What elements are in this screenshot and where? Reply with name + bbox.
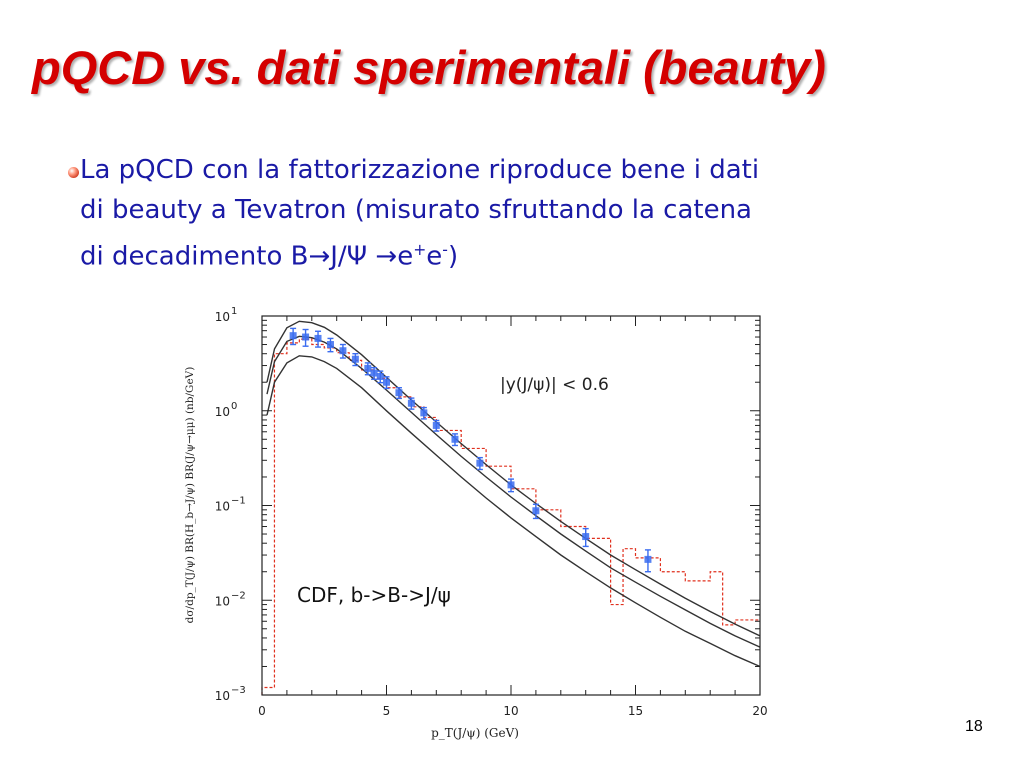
page-number: 18 (965, 718, 983, 735)
data-point (364, 362, 372, 376)
data-marker (326, 341, 334, 349)
data-marker (432, 421, 440, 429)
electron-symbol: e (397, 241, 414, 272)
theory-curve-1 (266, 320, 761, 637)
data-marker (420, 409, 428, 417)
x-tick-label: 5 (383, 704, 391, 718)
data-marker (582, 533, 590, 541)
data-point (376, 370, 384, 384)
x-axis-label: p_T(J/ψ) (GeV) (431, 726, 519, 740)
bullet-line-3: di decadimento B→J/Ψ →e+e-) (80, 230, 930, 277)
data-marker (339, 347, 347, 355)
arrow-symbol-2: → (375, 241, 398, 272)
data-marker (376, 372, 384, 380)
y-tick-exponent: −2 (231, 590, 246, 601)
data-point (476, 456, 484, 471)
rapidity-annotation: |y(J/ψ)| < 0.6 (500, 375, 609, 395)
cdf-annotation: CDF, b->B->J/ψ (297, 583, 451, 607)
closing-paren: ) (447, 241, 459, 272)
data-point (326, 337, 334, 353)
data-marker (289, 332, 297, 340)
data-marker (395, 389, 403, 397)
bullet-line-3-prefix: di decadimento B (80, 241, 309, 272)
data-marker (351, 355, 359, 363)
data-point (407, 397, 415, 410)
y-tick-exponent: 1 (231, 306, 237, 317)
data-marker (507, 481, 515, 489)
bullet-dot-icon (68, 167, 79, 178)
x-tick-label: 20 (752, 704, 767, 718)
data-point (351, 353, 359, 367)
plus-superscript: + (413, 241, 427, 259)
y-tick-label: 10 (215, 689, 230, 703)
jpsi-symbol: J/Ψ (330, 241, 376, 272)
data-point (451, 433, 459, 447)
slide-title: pQCD vs. dati sperimentali (beauty) (32, 41, 826, 94)
plot-area (262, 316, 760, 695)
bullet-text: La pQCD con la fattorizzazione riproduce… (80, 150, 930, 277)
y-axis-label: dσ/dp_T(J/ψ) BR(H_b→J/ψ) BR(J/ψ→μμ) (nb/… (184, 367, 196, 624)
data-point (370, 366, 378, 380)
y-tick-label: 10 (215, 594, 230, 608)
data-point (395, 387, 403, 400)
electron-symbol-2: e (426, 241, 443, 272)
bullet-line-1: La pQCD con la fattorizzazione riproduce… (80, 155, 760, 185)
x-tick-label: 15 (628, 704, 643, 718)
data-marker (383, 378, 390, 386)
data-marker (407, 399, 415, 407)
data-marker (451, 435, 459, 443)
arrow-symbol: → (308, 241, 331, 272)
y-tick-label: 10 (215, 405, 230, 419)
data-marker (476, 459, 484, 467)
data-point (582, 527, 590, 548)
data-point (289, 327, 297, 346)
bullet-line-2: di beauty a Tevatron (misurato sfruttand… (80, 195, 752, 225)
theory-curve-3 (266, 355, 761, 668)
data-point (432, 419, 440, 432)
data-marker (314, 334, 322, 342)
data-point (507, 478, 515, 493)
data-marker (644, 555, 652, 563)
data-point (339, 343, 347, 359)
y-tick-exponent: −3 (231, 685, 246, 696)
y-tick-exponent: 0 (231, 401, 237, 412)
data-marker (302, 333, 310, 341)
y-tick-exponent: −1 (231, 496, 246, 507)
data-point (383, 376, 390, 390)
data-point (420, 406, 428, 420)
data-marker (532, 507, 540, 515)
data-point (302, 328, 310, 347)
data-marker (370, 369, 378, 377)
x-tick-label: 0 (258, 704, 266, 718)
minus-superscript: - (442, 241, 448, 259)
data-point (314, 330, 322, 348)
data-marker (364, 364, 372, 372)
y-tick-label: 10 (215, 310, 230, 324)
x-tick-label: 10 (503, 704, 518, 718)
y-tick-label: 10 (215, 500, 230, 514)
theory-curve-2 (266, 335, 761, 648)
data-point (644, 549, 652, 573)
data-point (532, 503, 540, 520)
